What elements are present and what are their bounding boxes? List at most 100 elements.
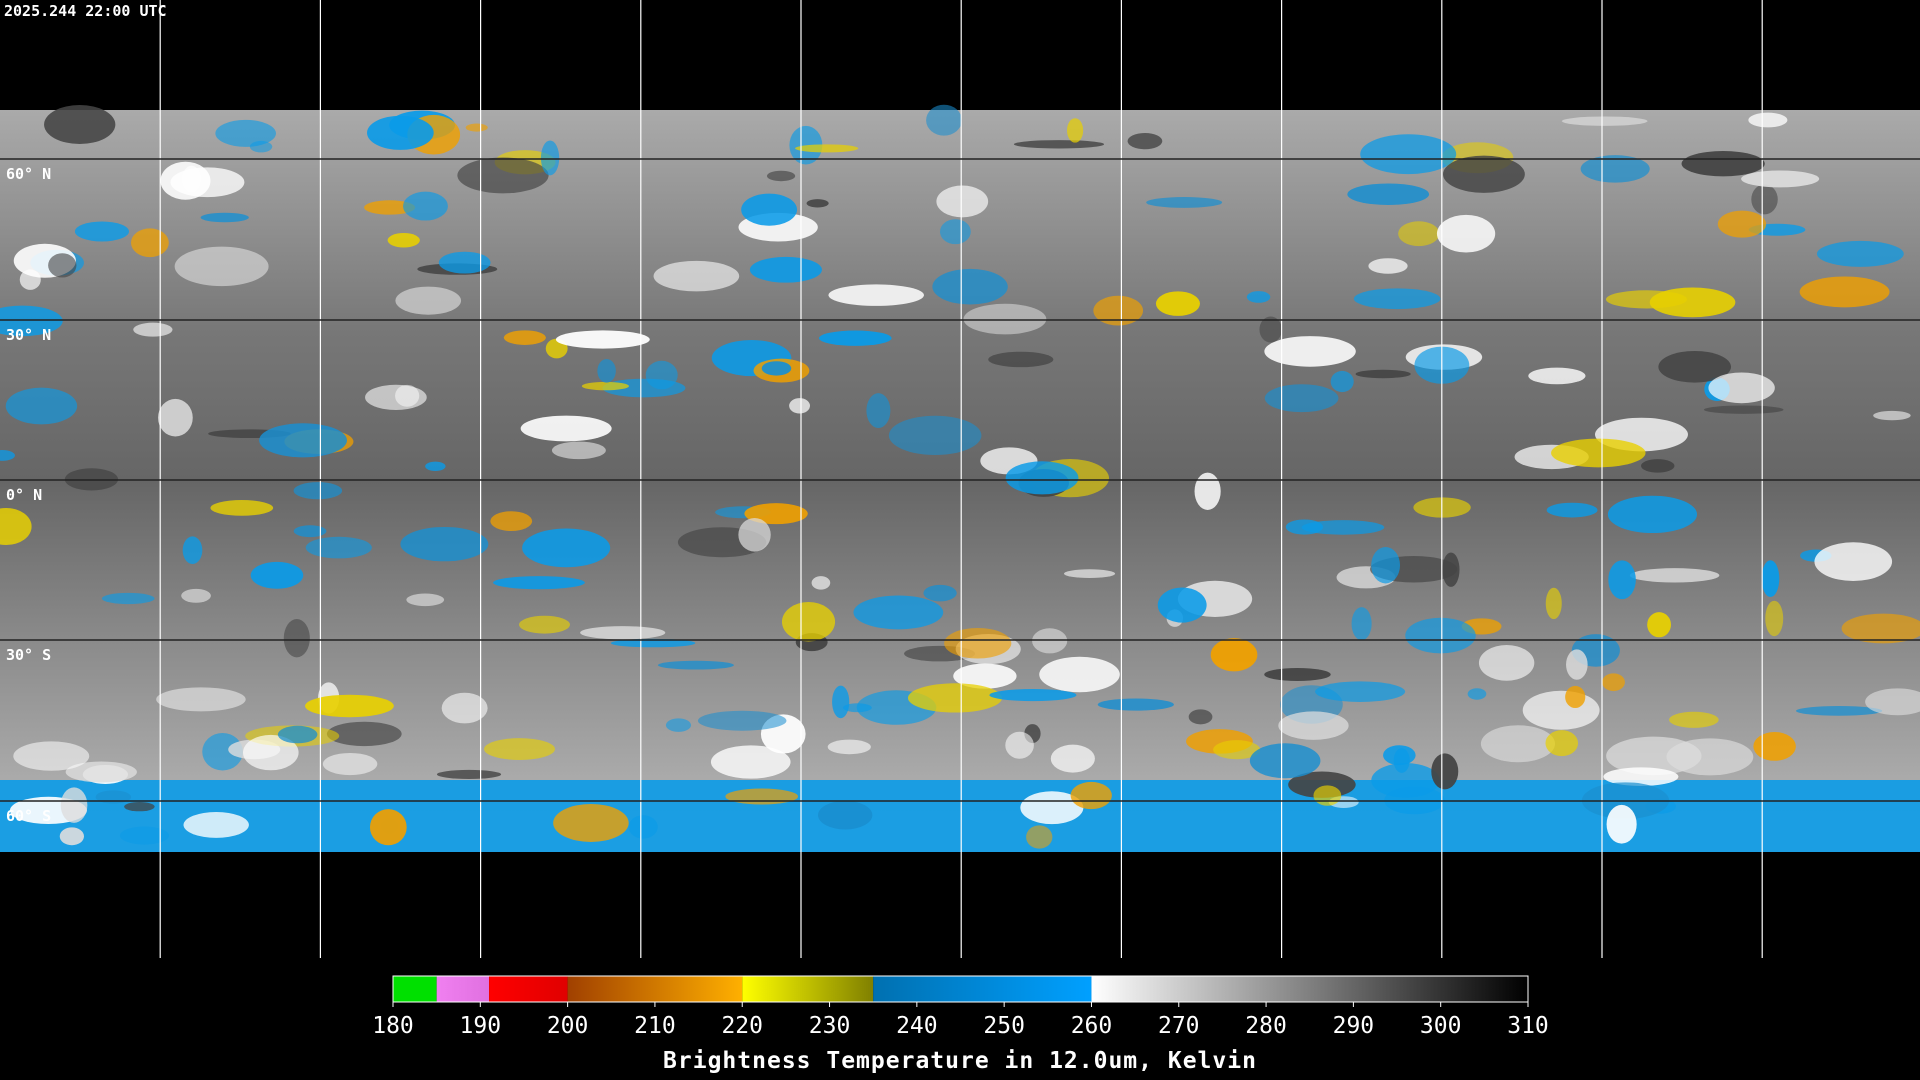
cloud xyxy=(1629,568,1720,583)
cloud xyxy=(74,221,129,242)
cloud xyxy=(1606,736,1702,776)
colorbar: 180 190 200 210 220 230 240 250 260 270 280 290 300 3… xyxy=(372,975,1549,1039)
cloud xyxy=(13,741,90,771)
cloud-layer xyxy=(0,104,1920,849)
cloud xyxy=(1093,295,1144,326)
colorbar-segment xyxy=(873,976,1092,1002)
cloud xyxy=(250,561,304,589)
cloud xyxy=(1658,350,1732,383)
cloud xyxy=(1681,150,1765,177)
cloud xyxy=(1546,502,1598,518)
cloud xyxy=(657,660,734,670)
cloud xyxy=(710,745,791,779)
cloud xyxy=(1443,155,1525,193)
colorbar-tick-label: 190 xyxy=(460,1013,502,1039)
cloud xyxy=(1330,370,1354,393)
cloud xyxy=(1213,740,1261,760)
cloud xyxy=(888,415,982,456)
cloud xyxy=(1580,155,1650,183)
timestamp: 2025.244 22:00 UTC xyxy=(4,2,167,20)
cloud xyxy=(387,232,420,248)
cloud xyxy=(1259,316,1282,343)
colorbar-tick-label: 270 xyxy=(1158,1013,1200,1039)
cloud xyxy=(1351,607,1372,641)
cloud xyxy=(828,284,924,306)
cloud xyxy=(818,330,892,346)
cloud xyxy=(988,351,1054,368)
cloud xyxy=(44,105,116,145)
cloud xyxy=(1528,367,1586,385)
cloud xyxy=(59,827,84,846)
colorbar-segment xyxy=(489,976,568,1002)
cloud xyxy=(1155,291,1200,316)
cloud xyxy=(781,602,836,642)
cloud xyxy=(1194,472,1221,510)
cloud xyxy=(789,125,823,165)
cloud xyxy=(842,703,872,713)
cloud xyxy=(789,398,811,414)
cloud xyxy=(1050,744,1095,773)
cloud xyxy=(1347,183,1430,205)
cloud xyxy=(1063,569,1116,579)
cloud xyxy=(369,809,407,846)
latitude-label: 60° S xyxy=(6,807,51,825)
cloud xyxy=(1741,170,1820,188)
cloud xyxy=(5,387,78,425)
cloud xyxy=(0,507,32,546)
colorbar-tick-label: 260 xyxy=(1071,1013,1113,1039)
latitude-label: 30° S xyxy=(6,646,51,664)
cloud xyxy=(1355,369,1411,379)
cloud xyxy=(1708,372,1775,404)
cloud xyxy=(1753,731,1796,761)
cloud xyxy=(484,738,555,761)
cloud xyxy=(738,517,771,552)
cloud xyxy=(1607,495,1698,534)
cloud xyxy=(555,330,650,349)
colorbar-tick-label: 230 xyxy=(809,1013,851,1039)
cloud xyxy=(1032,628,1068,654)
cloud xyxy=(156,687,246,712)
cloud xyxy=(283,619,310,658)
cloud xyxy=(1761,560,1780,597)
cloud xyxy=(1647,612,1672,638)
cloud xyxy=(1393,748,1410,773)
cloud xyxy=(1371,546,1401,584)
cloud xyxy=(1566,649,1588,680)
cloud xyxy=(174,246,269,287)
cloud xyxy=(326,721,402,747)
cloud xyxy=(1013,140,1105,149)
colorbar-tick-label: 280 xyxy=(1245,1013,1287,1039)
cloud xyxy=(277,725,318,744)
cloud xyxy=(1873,410,1911,421)
colorbar-tick-label: 290 xyxy=(1333,1013,1375,1039)
cloud xyxy=(1398,221,1440,247)
colorbar-tick-label: 310 xyxy=(1507,1013,1549,1039)
cloud xyxy=(119,826,169,845)
cloud xyxy=(1467,688,1487,700)
colorbar-tick-label: 250 xyxy=(983,1013,1025,1039)
cloud xyxy=(1360,134,1457,175)
cloud xyxy=(1602,673,1625,692)
cloud xyxy=(215,119,276,147)
cloud xyxy=(1039,656,1120,693)
cloud xyxy=(551,441,606,460)
cloud xyxy=(1478,644,1535,681)
cloud xyxy=(1264,336,1356,367)
cloud xyxy=(293,482,343,500)
cloud xyxy=(907,683,1003,713)
cloud xyxy=(540,140,560,176)
cloud xyxy=(520,415,612,442)
cloud xyxy=(944,628,1012,659)
cloud xyxy=(818,800,873,830)
cloud xyxy=(441,692,488,724)
cloud xyxy=(1070,781,1112,810)
cloud xyxy=(866,393,891,429)
cloud xyxy=(936,185,989,218)
colorbar-segment xyxy=(1091,976,1528,1002)
cloud xyxy=(519,615,570,634)
cloud xyxy=(48,253,77,278)
cloud xyxy=(744,503,808,525)
colorbar-tick-label: 240 xyxy=(896,1013,938,1039)
cloud xyxy=(1669,711,1719,728)
cloud xyxy=(1210,638,1258,672)
